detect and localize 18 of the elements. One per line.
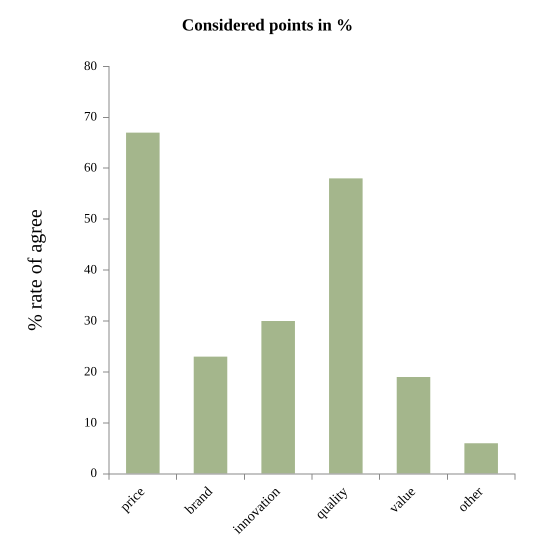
y-tick-label: 20: [84, 363, 97, 378]
y-tick-label: 70: [84, 108, 97, 124]
bar: [261, 321, 295, 474]
bar: [126, 132, 160, 474]
y-axis-title: % rate of agree: [24, 209, 46, 331]
y-tick-label: 0: [90, 465, 97, 480]
y-tick-label: 10: [84, 414, 97, 430]
bar: [396, 377, 430, 474]
x-tick-label: value: [386, 484, 419, 517]
y-tick-label: 40: [84, 262, 97, 277]
bar: [194, 356, 228, 474]
y-tick-label: 60: [84, 160, 97, 175]
y-tick-label: 50: [84, 210, 97, 226]
bar: [329, 178, 363, 474]
y-tick-label: 30: [84, 312, 97, 328]
bar: [464, 443, 498, 474]
y-tick-label: 80: [84, 58, 97, 73]
chart-title: Considered points in %: [182, 16, 354, 35]
